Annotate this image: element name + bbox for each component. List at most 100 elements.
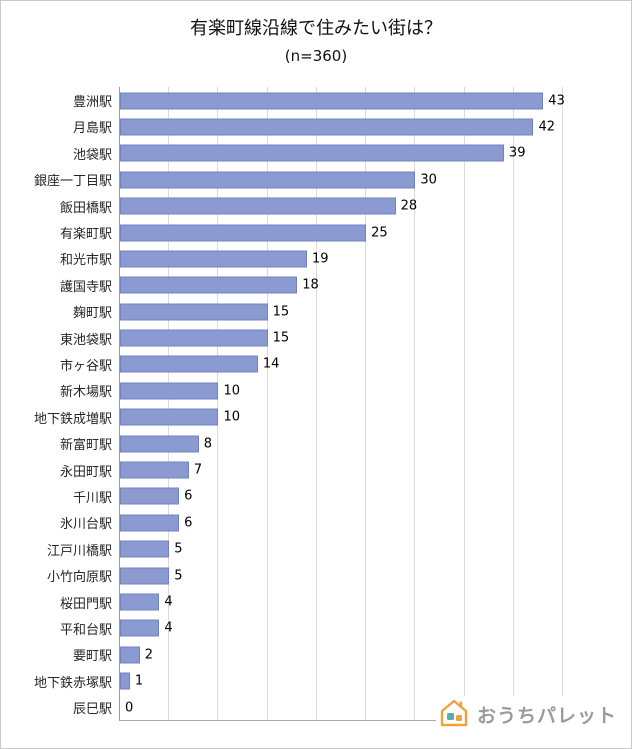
bar: [120, 118, 534, 136]
orange-square: [455, 715, 462, 721]
chart-title: 有楽町線沿線で住みたい街は？: [190, 18, 442, 39]
chart-row: 地下鉄成増駅 10: [7, 404, 631, 430]
value-label: 4: [164, 620, 173, 636]
gridline: [266, 87, 268, 720]
gridline: [512, 87, 514, 720]
bar-chart: 豊洲駅 43 月島駅 42 池袋駅 39 銀座一丁目駅 30 飯田橋駅 28 有楽町駅 25 和光市駅 1…: [1, 87, 631, 721]
bar: [120, 329, 268, 347]
value-label: 10: [223, 383, 240, 399]
teal-square: [446, 713, 454, 720]
category-label: 有楽町駅: [59, 227, 112, 243]
house-outline: [440, 699, 468, 727]
bar: [120, 672, 130, 690]
bar: [120, 435, 199, 453]
bar-track: 43: [119, 87, 565, 113]
category-label: 東池袋駅: [59, 332, 112, 348]
category-label: 地下鉄赤塚駅: [33, 675, 112, 691]
value-label: 15: [272, 330, 290, 346]
bar-track: 19: [119, 246, 563, 272]
chart-row: 飯田橋駅 28: [7, 193, 631, 219]
chart-row: 市ヶ谷駅 14: [7, 351, 631, 377]
value-label: 15: [272, 304, 290, 320]
value-label: 4: [164, 594, 173, 610]
chart-row: 豊洲駅 43: [7, 87, 631, 113]
bar: [120, 619, 160, 637]
value-label: 5: [174, 568, 183, 584]
bar-track: 30: [119, 167, 563, 193]
chart-row: 護国寺駅 18: [7, 272, 631, 298]
bar-track: 5: [119, 536, 563, 562]
y-axis-line: [119, 87, 120, 720]
category-label: 桜田門駅: [59, 596, 112, 612]
chart-row: 桜田門駅 4: [7, 589, 631, 615]
bar: [120, 514, 180, 532]
gridline: [365, 87, 367, 720]
category-label: 豊洲駅: [72, 95, 112, 111]
category-label: 新木場駅: [59, 385, 112, 401]
value-label: 2: [144, 647, 153, 663]
house-icon: [440, 699, 468, 727]
chart-row: 千川駅 6: [7, 483, 631, 509]
value-label: 5: [174, 541, 183, 557]
chart-row: 永田町駅 7: [7, 457, 631, 483]
chart-row: 月島駅 42: [7, 114, 631, 140]
gridline: [463, 87, 465, 720]
bar-track: 4: [119, 615, 563, 641]
logo-text: おうちパレット: [476, 704, 617, 727]
value-label: 19: [312, 251, 329, 267]
bar-track: 42: [119, 114, 563, 140]
bar: [120, 540, 170, 558]
value-label: 28: [400, 198, 418, 214]
category-label: 地下鉄成増駅: [33, 411, 112, 427]
bar: [120, 250, 308, 268]
bar-track: 14: [119, 351, 563, 377]
chart-row: 和光市駅 19: [7, 246, 631, 272]
bar: [120, 408, 219, 426]
gridline: [414, 87, 416, 720]
bar: [120, 224, 367, 242]
chart-row: 小竹向原駅 5: [7, 562, 631, 588]
bar-track: 2: [119, 642, 563, 668]
gridline: [217, 87, 219, 720]
chart-row: 平和台駅 4: [7, 615, 631, 641]
bar: [120, 487, 180, 505]
gridline: [562, 87, 563, 720]
category-label: 銀座一丁目駅: [33, 174, 112, 190]
category-label: 池袋駅: [72, 147, 112, 163]
chart-row: 要町駅 2: [7, 642, 631, 668]
gridlines: [119, 87, 563, 721]
bar: [120, 303, 268, 321]
value-label: 30: [420, 172, 437, 188]
bar: [120, 382, 219, 400]
bar-track: 6: [119, 510, 563, 536]
category-label: 氷川台駅: [59, 517, 112, 533]
bar-track: 28: [119, 193, 563, 219]
bar: [120, 593, 160, 611]
bar: [120, 355, 258, 373]
bar-track: 15: [119, 325, 563, 351]
category-label: 月島駅: [72, 121, 112, 137]
bar: [120, 646, 140, 664]
bar-track: 8: [119, 430, 563, 456]
bar: [120, 144, 504, 162]
chart-row: 東池袋駅 15: [7, 325, 631, 351]
chart-row: 氷川台駅 6: [7, 510, 631, 536]
bar-track: 10: [119, 378, 563, 404]
bar-track: 7: [119, 457, 563, 483]
value-label: 39: [508, 145, 526, 161]
category-label: 飯田橋駅: [59, 200, 112, 216]
chart-row: 有楽町駅 25: [7, 219, 631, 245]
value-label: 42: [538, 119, 555, 135]
bar-track: 6: [119, 483, 563, 509]
chart-row: 麹町駅 15: [7, 299, 631, 325]
chart-row: 新富町駅 8: [7, 430, 631, 456]
bar-track: 25: [119, 219, 563, 245]
value-label: 25: [371, 225, 388, 241]
chart-row: 銀座一丁目駅 30: [7, 167, 631, 193]
bar: [120, 92, 544, 110]
chart-row: 池袋駅 39: [7, 140, 631, 166]
bar-track: 4: [119, 589, 563, 615]
bar: [120, 276, 298, 294]
category-label: 江戸川橋駅: [46, 543, 112, 559]
